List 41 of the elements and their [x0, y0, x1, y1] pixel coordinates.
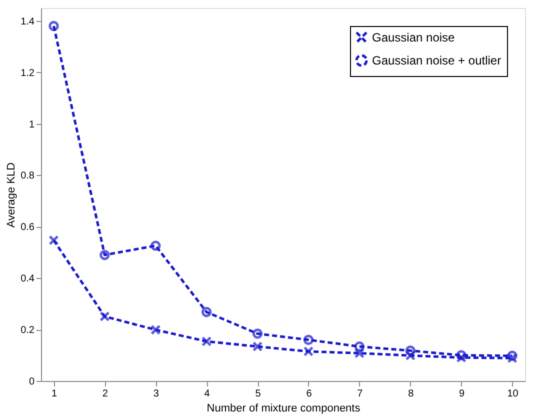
point	[303, 334, 314, 345]
x-tick-label: 3	[153, 388, 160, 400]
x-tick-label: 1	[51, 388, 58, 400]
legend-label: Gaussian noise	[372, 30, 456, 44]
y-tick-label: 0.4	[20, 274, 35, 285]
point	[507, 350, 518, 361]
y-tick-label: 0	[28, 376, 35, 388]
y-tick-label: 1	[28, 119, 35, 130]
point	[252, 341, 263, 352]
point	[405, 350, 416, 361]
point	[150, 240, 161, 251]
point	[201, 306, 212, 318]
point	[150, 324, 161, 335]
point	[303, 346, 314, 357]
x-tick-label: 8	[408, 388, 414, 400]
point	[100, 250, 110, 260]
point	[252, 328, 263, 339]
legend-label: Gaussian noise + outlier	[372, 54, 502, 68]
point	[48, 235, 59, 246]
x-tick-label: 6	[306, 388, 312, 400]
point	[405, 346, 416, 356]
point	[354, 341, 365, 352]
x-tick-label: 7	[357, 388, 364, 400]
x-tick-label: 4	[204, 388, 210, 400]
x-tick-label: 10	[507, 388, 519, 400]
x-axis-title: Number of mixture components	[206, 402, 361, 414]
y-tick-label: 1.4	[20, 16, 35, 28]
point	[354, 348, 365, 358]
y-tick-label: 0.2	[20, 325, 35, 336]
point	[100, 311, 110, 322]
point	[456, 350, 466, 360]
y-tick-label: 0.8	[20, 170, 35, 182]
point	[48, 20, 59, 32]
x-tick-label: 9	[459, 388, 466, 400]
y-tick-label: 1.2	[20, 68, 35, 79]
x-tick-label: 5	[255, 388, 262, 400]
point	[201, 336, 212, 347]
y-axis-title: Average KLD	[6, 162, 18, 228]
point	[507, 352, 518, 364]
x-tick-label: 2	[102, 388, 108, 400]
y-tick-label: 0.6	[20, 222, 35, 234]
